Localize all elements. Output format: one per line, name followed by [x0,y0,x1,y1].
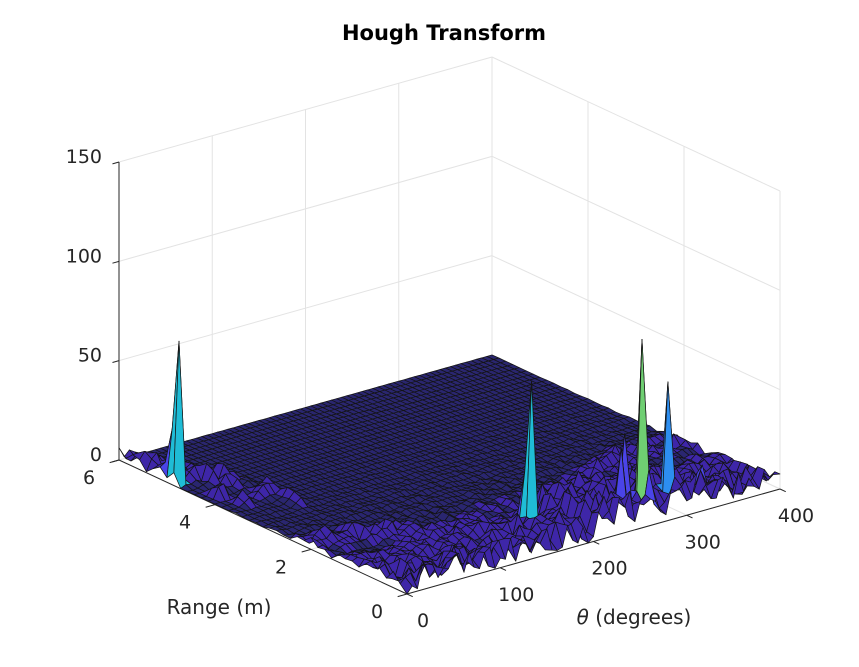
y-tick-label: 6 [83,467,95,489]
z-tick-mark [112,260,120,264]
y-tick-mark [397,593,408,598]
x-tick-mark [686,514,693,519]
x-axis-label-symbol: θ [577,605,589,629]
surface-cell [399,576,413,595]
y-tick-label: 2 [275,556,287,578]
back-wall-grid-line [118,255,493,362]
x-axis-label-text: (degrees) [589,605,691,629]
x-tick-label: 300 [685,531,721,553]
x-axis-label: θ (degrees) [577,605,692,629]
x-tick-mark [593,541,600,545]
y-tick-mark [205,504,216,508]
z-tick-mark [112,360,120,363]
z-tick-label: 50 [78,345,102,367]
x-tick-label: 400 [778,505,814,527]
x-tick-label: 100 [498,584,534,606]
side-wall-grid-line [491,56,781,192]
y-axis-label: Range (m) [167,595,272,619]
z-tick-label: 100 [66,245,102,267]
x-tick-label: 200 [591,558,627,580]
z-tick-mark [112,161,120,165]
y-tick-label: 0 [371,601,383,623]
back-wall-grid-line [118,56,493,163]
z-tick-label: 0 [90,444,102,466]
side-wall-grid-line [491,255,781,391]
back-wall-grid-line [118,155,493,262]
z-tick-mark [112,459,120,463]
x-tick-mark [779,488,786,493]
x-tick-mark [406,593,413,598]
y-tick-label: 4 [179,512,191,534]
x-tick-label: 0 [417,610,429,632]
y-tick-mark [301,548,312,553]
surface-mesh [118,338,781,595]
z-tick-label: 150 [66,146,102,168]
side-wall-grid-line [491,155,781,291]
chart-title: Hough Transform [342,21,546,45]
x-tick-mark [500,567,507,571]
